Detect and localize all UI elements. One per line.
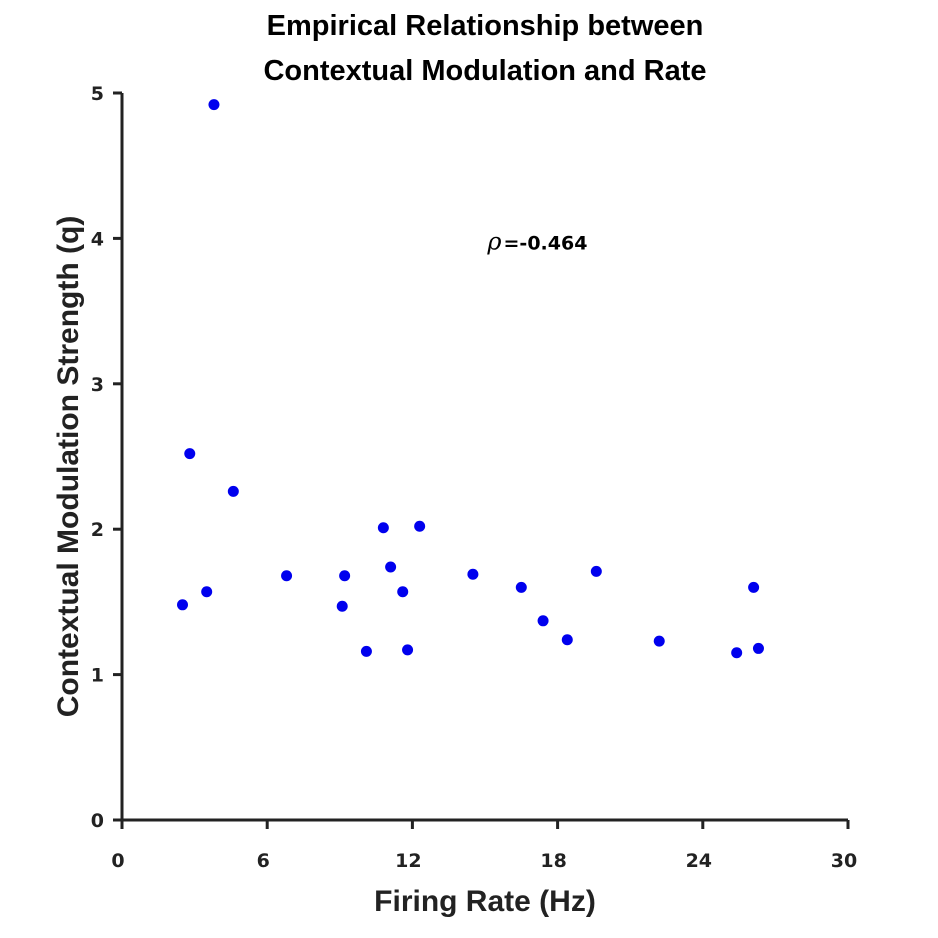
data-point: [184, 448, 196, 460]
y-tick-label: 1: [91, 665, 104, 687]
data-point: [360, 645, 372, 657]
data-point: [414, 520, 426, 532]
y-ticks: 0 1 2 3 4 5: [91, 83, 122, 832]
data-point: [402, 644, 414, 656]
x-tick-label: 0: [111, 850, 124, 872]
data-point: [385, 561, 397, 573]
data-point: [339, 570, 351, 582]
correlation-annotation: ρ =-0.464: [486, 227, 587, 255]
x-tick-label: 30: [831, 850, 857, 872]
data-point: [281, 570, 293, 582]
data-point: [177, 599, 188, 611]
y-tick-label: 0: [91, 810, 104, 832]
x-tick-label: 24: [686, 850, 712, 872]
chart-title-line-2: Contextual Modulation and Rate: [263, 55, 707, 87]
data-point: [397, 586, 409, 598]
data-point: [336, 600, 348, 612]
data-points: [177, 99, 764, 659]
data-point: [561, 634, 573, 646]
data-point: [208, 99, 220, 111]
data-point: [467, 568, 479, 580]
data-point: [227, 485, 239, 497]
data-point: [377, 522, 389, 534]
data-point: [731, 647, 743, 659]
x-axis-label: Firing Rate (Hz): [374, 885, 596, 918]
data-point: [590, 565, 602, 577]
x-tick-label: 18: [540, 850, 566, 872]
data-point: [653, 635, 665, 647]
x-ticks: 0 6 12 18 24 30: [111, 820, 857, 872]
x-tick-label: 12: [395, 850, 421, 872]
axes: [120, 93, 848, 822]
y-axis-label: Contextual Modulation Strength (q): [52, 216, 85, 718]
y-tick-label: 5: [91, 83, 104, 105]
x-tick-label: 6: [257, 850, 270, 872]
data-point: [201, 586, 213, 598]
chart-title-line-1: Empirical Relationship between: [266, 10, 704, 42]
data-point: [515, 581, 527, 593]
y-tick-label: 3: [91, 374, 104, 396]
y-tick-label: 4: [91, 228, 104, 250]
data-point: [537, 615, 549, 627]
y-tick-label: 2: [91, 519, 104, 541]
annotation-symbol: ρ: [486, 227, 501, 255]
data-point: [748, 581, 760, 593]
data-point: [752, 642, 764, 654]
annotation-value: =-0.464: [504, 232, 588, 254]
